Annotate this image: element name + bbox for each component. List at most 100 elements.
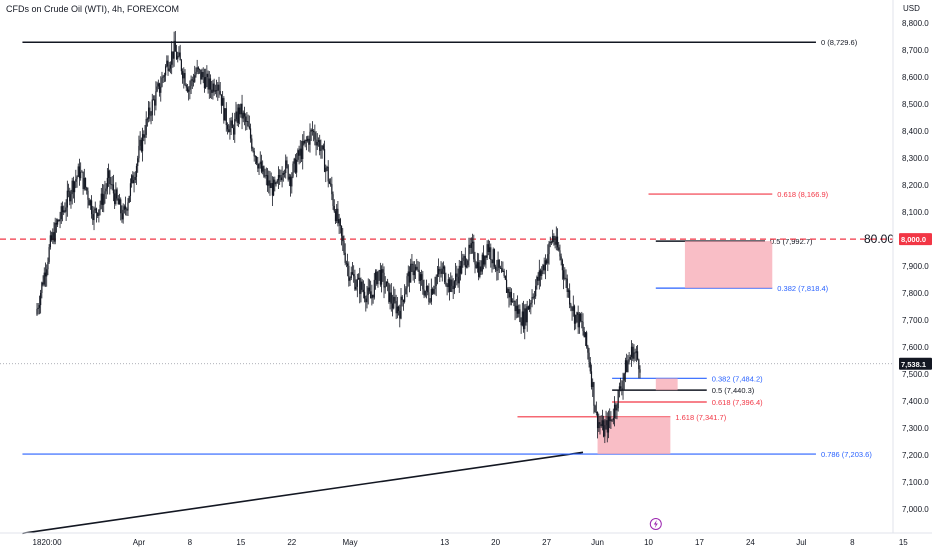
x-tick-label: 22 [287,538,296,547]
candle-body [572,306,574,311]
candle-body [522,311,525,330]
y-tick-label: 8,100.0 [902,208,929,217]
candle-body [427,285,429,293]
candle-body [131,175,133,184]
candle-body [325,167,327,172]
candle-body [388,283,390,302]
candle-body [156,86,158,92]
candle-body [239,107,241,115]
fib-level-label: 0 (8,729.6) [821,38,858,47]
candle-body [151,99,153,116]
candle-body [390,292,392,304]
candle-body [458,265,460,284]
candle-body [243,112,246,117]
candle-body [69,191,71,202]
candle-body [254,156,256,158]
candle-body [183,72,185,79]
candle-body [628,359,630,362]
candle-body [298,150,300,156]
candle-body [587,346,589,353]
candle-body [566,278,568,292]
round-number-price-tag-bg [899,233,932,246]
candle-body [448,279,451,292]
x-tick-label: 24 [746,538,755,547]
y-tick-label: 7,200.0 [902,451,929,460]
candle-body [504,275,506,280]
candle-body [36,309,38,315]
candle-body [383,272,385,288]
current-price-tag-bg [899,357,932,370]
candle-body [552,235,554,243]
candle-body [577,312,579,328]
fib-level-label: 0.382 (7,484.2) [712,374,763,383]
candle-body [456,273,458,277]
candle-body [237,107,240,123]
candle-body [581,321,583,322]
candle-body [133,180,135,184]
candle-body [53,232,55,242]
candle-body [44,272,47,277]
y-tick-label: 8,700.0 [902,46,929,55]
candle-body [412,263,414,276]
candle-body [201,72,203,80]
candle-body [289,176,292,187]
candle-body [259,161,261,165]
candle-body [529,304,531,310]
candle-body [222,98,224,106]
candle-body [82,171,84,189]
candle-body [548,243,550,255]
candle-body [331,184,333,195]
x-tick-label: Jun [591,538,604,547]
candle-body [268,180,270,186]
candle-body [396,306,398,314]
candle-body [70,194,72,202]
candle-body [88,199,90,206]
candle-body [473,241,475,260]
candle-body [364,291,366,299]
candle-body [124,206,127,210]
candle-body [271,183,273,196]
candle-body [395,301,397,314]
candle-body [186,87,189,92]
candle-body [42,282,44,285]
candle-body [304,139,306,144]
candle-body [132,175,134,184]
candle-body [615,404,617,411]
candle-body [225,108,227,126]
candle-body [84,177,87,188]
candle-body [609,416,611,422]
candle-body [605,420,607,426]
candle-body [334,211,337,222]
candle-body [513,300,515,302]
candle-body [211,89,213,93]
x-tick-label: 20:00 [42,538,63,547]
candle-body [240,103,242,115]
candle-body [202,72,204,78]
candle-body [367,287,369,295]
candle-body [474,259,476,265]
candle-body [542,264,544,271]
candle-body [328,181,331,184]
candle-body [598,422,600,429]
candle-body [86,187,88,191]
x-tick-label: 10 [644,538,653,547]
candle-body [521,311,523,326]
candle-body [311,129,314,132]
candle-body [385,281,388,287]
candle-body [110,184,112,186]
candle-body [60,206,62,220]
candle-body [234,119,236,135]
candle-body [487,244,489,253]
fib-zone [655,378,678,391]
candle-body [224,108,226,121]
candle-body [241,103,243,119]
candle-body [291,176,293,187]
candle-body [459,265,462,274]
candle-body [478,262,480,277]
candle-body [423,289,425,296]
candle-body [491,259,493,264]
candle-body [236,111,238,123]
x-tick-label: 15 [236,538,245,547]
candle-body [226,125,229,130]
